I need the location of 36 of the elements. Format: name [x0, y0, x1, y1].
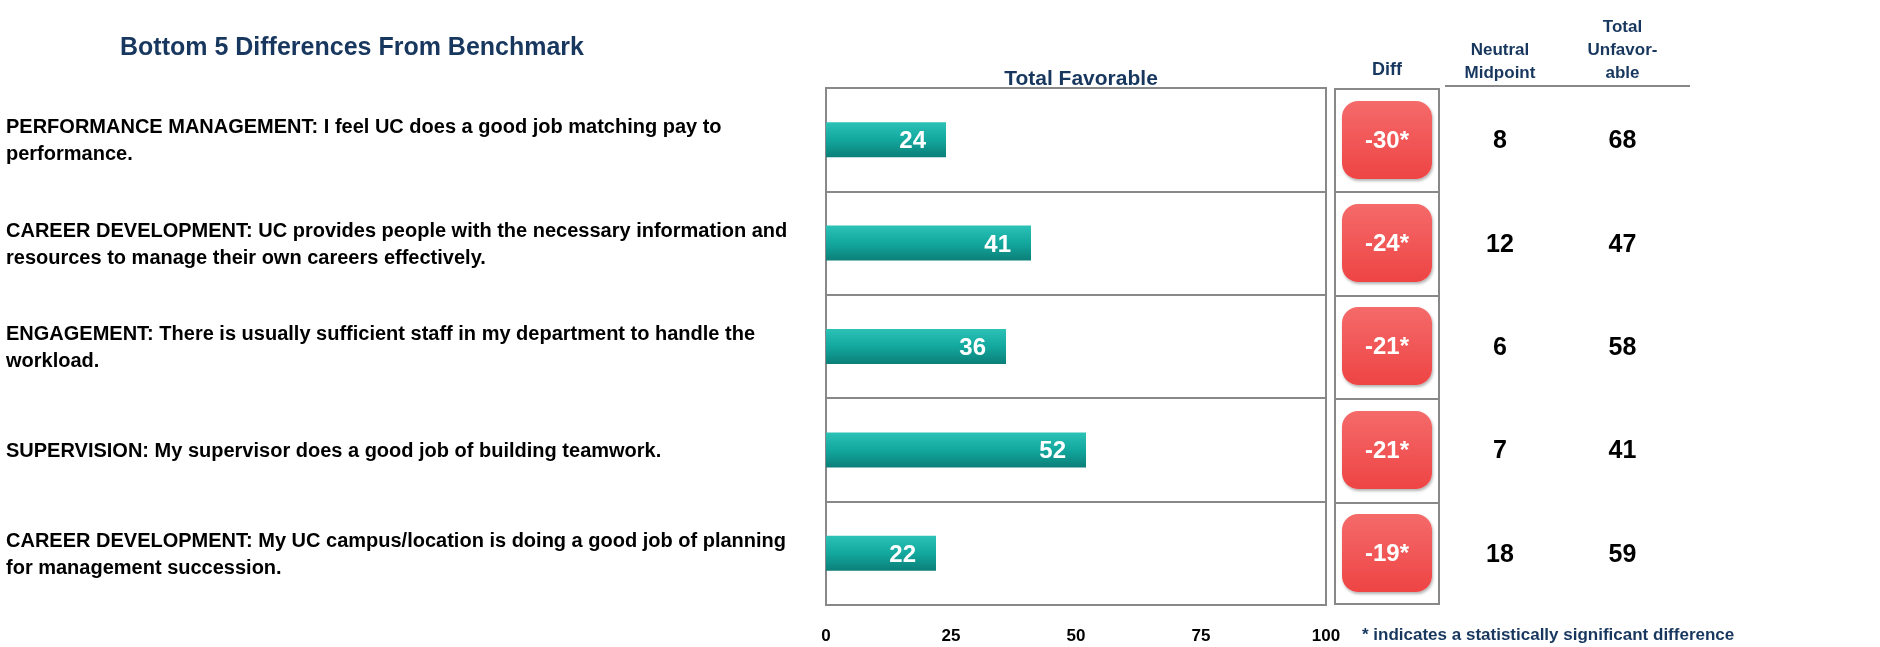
x-tick-label: 50 [1066, 626, 1086, 645]
text: -30* [1342, 100, 1432, 179]
y-tick-label: SUPERVISION: My supervisor does a good job of building teamwork. [6, 438, 662, 461]
text: 68 [1608, 125, 1637, 155]
data-label: 22 [889, 539, 916, 567]
x-tick-label: 100 [1311, 626, 1341, 645]
text: 47 [1608, 228, 1637, 258]
text: -19* [1342, 514, 1432, 593]
text: -21* [1342, 307, 1432, 386]
text: Total Unfavor- able [1555, 15, 1690, 87]
text: 59 [1608, 538, 1637, 568]
data-label: 36 [959, 333, 986, 360]
data-label: 24 [899, 126, 927, 154]
y-tick-label: PERFORMANCE MANAGEMENT: I feel UC does a good job matching pay to performance. [6, 115, 728, 165]
text: 6 [1493, 331, 1507, 361]
text: Bottom 5 Differences From Benchmark [120, 31, 585, 60]
text: * indicates a statistically significant difference [1362, 625, 1735, 644]
text: 12 [1486, 228, 1514, 258]
text: 8 [1493, 125, 1507, 155]
data-label: 52 [1039, 436, 1066, 464]
y-tick-label: ENGAGEMENT: There is usually sufficient staff in my department to handle the workload. [5, 322, 761, 371]
text: -24* [1342, 204, 1432, 283]
x-axis-title: Total Favorable [1004, 66, 1158, 89]
data-label: 41 [984, 229, 1011, 257]
text: Diff [1371, 58, 1403, 81]
y-tick-label: CAREER DEVELOPMENT: UC provides people with the necessary information and resources to manage their own careers effectively. [6, 218, 793, 268]
x-tick-label: 0 [821, 626, 831, 645]
x-tick-label: 75 [1191, 626, 1211, 645]
text: Neutral Midpoint [1445, 38, 1555, 87]
text: 18 [1486, 538, 1514, 568]
text: 7 [1493, 435, 1507, 465]
text: 41 [1608, 435, 1637, 465]
text: 58 [1608, 331, 1637, 361]
text: -21* [1342, 410, 1432, 489]
x-tick-label: 25 [941, 626, 961, 645]
y-tick-label: CAREER DEVELOPMENT: My UC campus/location is doing a good job of planning for management succession. [6, 528, 792, 578]
